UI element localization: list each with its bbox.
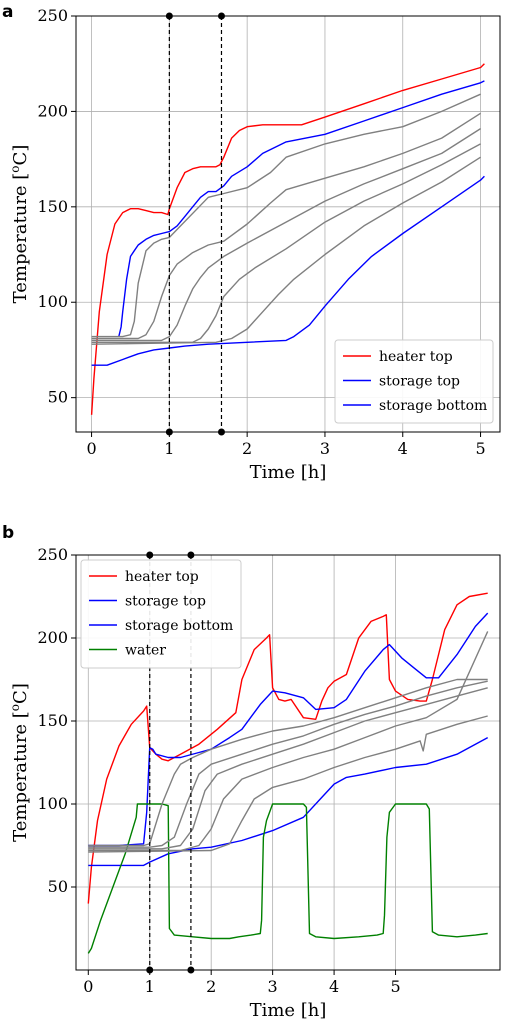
series-storage-top-line <box>88 612 489 847</box>
x-tick-label-1: 1 <box>145 977 155 996</box>
x-tick-label-5: 5 <box>390 977 400 996</box>
x-tick-label-3: 3 <box>268 977 278 996</box>
y-tick-label-2: 150 <box>37 711 68 730</box>
y-tick-label-1: 100 <box>37 794 68 813</box>
series-gray-5-line <box>91 128 481 342</box>
series-gray-8-line <box>88 715 488 853</box>
series-gray-7-line <box>91 156 481 345</box>
x-tick-label-4: 4 <box>329 977 339 996</box>
series-water-line <box>87 803 488 954</box>
y-axis-label-degree: o <box>8 704 22 711</box>
series-storage-bottom-line <box>91 175 485 366</box>
legend-label-storage-top: storage top <box>379 374 460 390</box>
series-storage-bottom-line <box>88 736 489 867</box>
panel-b: b 0 1 2 3 4 5 50 100 150 200 250 Time [h] Temperatur… <box>2 523 501 1021</box>
legend-label-heater-top: heater top <box>379 349 453 365</box>
y-tick-label-1: 100 <box>37 292 68 311</box>
series-gray-4-line <box>91 112 481 340</box>
y-tick-label-0: 50 <box>48 388 68 407</box>
axes-frame <box>75 15 501 433</box>
y-tick-label-2: 150 <box>37 197 68 216</box>
series-gray-7-line <box>88 631 489 852</box>
x-tick-label-2: 2 <box>206 977 216 996</box>
panel-a: a 0 1 2 3 4 5 50 100 150 200 250 Time [h] Temperatur… <box>2 2 501 483</box>
x-axis-label: Time [h] <box>250 1000 327 1021</box>
y-tick-label-3: 200 <box>37 101 68 120</box>
legend-label-water: water <box>125 643 166 659</box>
series-gray-6-line <box>88 687 488 850</box>
x-tick-label-5: 5 <box>475 439 485 458</box>
axes-frame <box>75 554 501 971</box>
y-tick-label-3: 200 <box>37 628 68 647</box>
y-tick-label-4: 250 <box>37 545 68 564</box>
series-gray-3-line <box>91 93 481 338</box>
y-tick-label-0: 50 <box>48 877 68 896</box>
x-tick-label-3: 3 <box>320 439 330 458</box>
legend-box <box>80 559 242 669</box>
series-heater-top-line <box>90 63 485 415</box>
y-axis-label: Temperature [oC] <box>8 683 31 842</box>
x-tick-label-1: 1 <box>164 439 174 458</box>
x-tick-label-4: 4 <box>398 439 408 458</box>
y-axis-label-degree: o <box>8 165 22 172</box>
x-tick-label-0: 0 <box>83 977 93 996</box>
series-heater-top-line <box>87 592 488 904</box>
y-axis-label-unit: C] <box>10 145 31 166</box>
y-tick-label-4: 250 <box>37 6 68 25</box>
y-axis-label: Temperature [oC] <box>8 145 31 304</box>
panel-a-letter: a <box>2 2 13 22</box>
legend-label-heater-top: heater top <box>125 569 199 585</box>
panel-b-letter: b <box>2 523 14 543</box>
legend-label-storage-bottom: storage bottom <box>379 398 487 414</box>
x-tick-label-0: 0 <box>86 439 96 458</box>
legend-label-storage-bottom: storage bottom <box>125 618 233 634</box>
x-axis-label: Time [h] <box>250 462 327 483</box>
legend-box <box>334 339 494 424</box>
series-storage-top-line <box>118 80 485 337</box>
series-gray-4-line <box>88 678 488 847</box>
y-axis-label-unit: C] <box>10 683 31 704</box>
series-gray-5-line <box>88 680 488 848</box>
legend-label-storage-top: storage top <box>125 594 206 610</box>
x-tick-label-2: 2 <box>242 439 252 458</box>
series-gray-6-line <box>91 143 481 343</box>
